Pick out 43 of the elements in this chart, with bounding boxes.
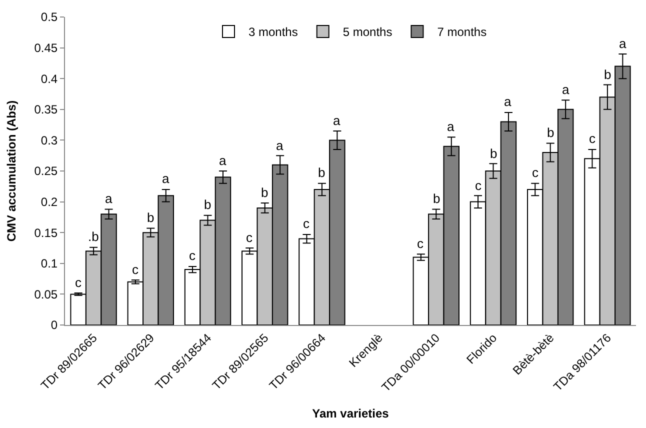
data-label: b [318,165,326,180]
data-label: b [204,197,212,212]
data-label: c [589,131,596,146]
data-label: b [433,191,440,206]
data-label: a [333,113,341,128]
data-label: c [417,236,424,251]
data-label: a [105,191,113,206]
y-tick-label: 0.05 [34,287,58,302]
legend-label: 7 months [437,25,487,40]
data-label: b [547,125,554,140]
y-tick-label: 0.1 [40,256,58,271]
data-label: a [562,82,570,97]
y-tick-label: 0.2 [40,195,58,209]
y-tick-label: 0.25 [34,164,58,178]
x-axis-title: Yam varieties [312,406,390,420]
y-tick-label: 0.45 [34,41,58,55]
data-label: a [447,119,455,134]
data-label: c [75,275,82,290]
data-label: c [532,165,539,180]
data-label: a [619,36,627,51]
data-label: b [147,210,154,225]
data-label: a [162,171,170,186]
data-label: b [604,67,612,82]
data-label: a [504,94,512,109]
data-label: c [189,248,196,263]
y-tick-label: 0.5 [40,10,58,24]
data-label: b [490,146,498,161]
data-label: a [219,153,227,168]
y-tick-label: 0.4 [40,72,58,86]
y-tick-label: 0.15 [34,226,58,240]
data-label: c [475,178,482,193]
data-label: c [246,230,253,245]
y-tick-label: 0 [50,318,58,332]
y-axis-title: CMV accumulation (Abs) [4,100,19,242]
data-label: .b [88,229,99,244]
data-label: c [132,262,139,277]
y-tick-label: 0.3 [40,133,58,148]
y-tick-label: 0.35 [34,102,58,117]
legend-label: 3 months [248,25,298,40]
data-label: b [261,185,268,200]
data-label: c [303,216,310,231]
legend-label: 5 months [342,25,392,40]
data-label: a [276,138,284,153]
